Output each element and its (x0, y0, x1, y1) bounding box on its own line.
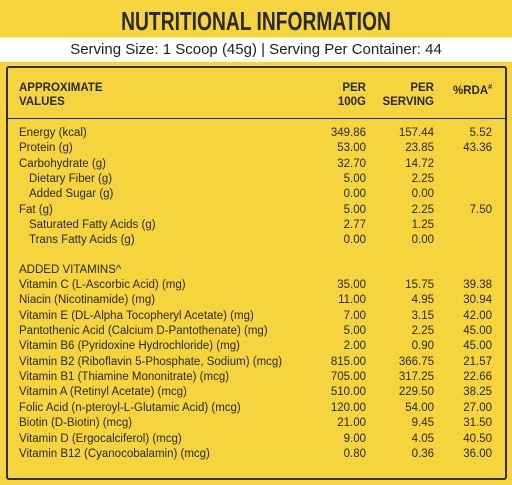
nutrient-value: 9.45 (411, 417, 434, 430)
nutrient-name: Energy (kcal) (19, 127, 87, 139)
nutrient-name: Vitamin A (Retinyl Acetate) (mcg) (19, 386, 187, 399)
nutrient-name: Dietary Fiber (g) (29, 173, 113, 186)
nutrient-value: 5.00 (343, 203, 366, 216)
nutrient-value: 9.00 (343, 432, 366, 445)
nutrient-value: 120.00 (330, 401, 366, 414)
nutrient-name: Vitamin D (Ergocalciferol) (mcg) (19, 432, 182, 445)
nutrient-value: 27.00 (463, 401, 492, 414)
header-cell: PER (410, 82, 434, 94)
nutrient-value: 510.00 (330, 386, 366, 399)
nutrient-value: 0.80 (343, 447, 366, 460)
nutrient-name: Vitamin C (L-Ascorbic Acid) (mg) (19, 279, 186, 291)
title: NUTRITIONAL INFORMATION (121, 6, 391, 36)
nutrient-name: Added Sugar (g) (29, 188, 114, 201)
nutrient-name: Trans Fatty Acids (g) (29, 234, 135, 247)
nutrient-value: 45.00 (463, 325, 492, 338)
nutrient-value: 11.00 (338, 294, 366, 307)
nutrient-value: 54.00 (405, 401, 434, 414)
nutrient-value: 815.00 (330, 355, 366, 368)
nutrient-name: Vitamin B12 (Cyanocobalamin) (mcg) (19, 447, 210, 460)
nutrient-value: 31.50 (463, 417, 492, 430)
nutrient-value: 5.00 (343, 173, 366, 186)
nutrient-value: 21.57 (463, 355, 492, 368)
nutrient-name: Biotin (D-Biotin) (mcg) (19, 417, 133, 430)
nutrient-value: 2.25 (411, 203, 434, 216)
nutrient-value: 4.05 (411, 432, 434, 445)
header-cell: %RDA# (452, 84, 492, 97)
nutrient-value: 53.00 (337, 142, 366, 155)
nutrient-name: Vitamin B2 (Riboflavin 5-Phosphate, Sodi… (19, 355, 283, 368)
nutrient-value: 15.75 (405, 279, 434, 291)
nutrient-value: 1.25 (411, 219, 434, 232)
section-heading: ADDED VITAMINS^ (19, 264, 122, 276)
nutrient-value: 42.00 (463, 309, 492, 322)
nutrient-value: 39.38 (463, 279, 492, 291)
nutrient-value: 2.25 (411, 173, 434, 186)
serving-info: Serving Size: 1 Scoop (45g) | Serving Pe… (0, 37, 512, 62)
nutrient-value: 317.25 (398, 371, 434, 384)
nutrient-name: Vitamin B1 (Thiamine Mononitrate) (mcg) (19, 371, 230, 384)
nutrient-value: 0.90 (411, 340, 434, 353)
nutrient-value: 2.77 (343, 219, 366, 232)
nutrient-value: 0.00 (411, 188, 434, 201)
header-sup: # (488, 84, 492, 91)
nutrient-value: 5.52 (469, 127, 492, 139)
nutrient-value: 21.00 (337, 417, 366, 430)
nutrient-value: 7.50 (469, 203, 492, 216)
header-cell: APPROXIMATE (19, 82, 103, 94)
nutrient-value: 157.44 (398, 127, 434, 139)
nutrient-value: 45.00 (463, 340, 492, 353)
nutrient-value: 2.25 (411, 325, 434, 338)
nutrient-name: Folic Acid (n-pteroyl-L-Glutamic Acid) (… (19, 401, 241, 414)
nutrient-value: 22.66 (463, 371, 492, 384)
nutrient-name: Carbohydrate (g) (19, 157, 106, 170)
nutrient-value: 349.86 (330, 127, 366, 139)
nutrient-value: 35.00 (337, 279, 366, 291)
nutrient-value: 366.75 (398, 355, 434, 368)
nutrient-value: 2.00 (343, 340, 366, 353)
nutrient-name: Niacin (Nicotinamide) (mg) (19, 294, 156, 307)
header-cell: SERVING (382, 96, 434, 108)
nutrient-value: 0.00 (343, 234, 366, 247)
nutrient-value: 4.95 (411, 294, 434, 307)
nutrient-value: 7.00 (343, 309, 366, 322)
header-cell: 100G (337, 96, 366, 108)
nutrient-name: Pantothenic Acid (Calcium D-Pantothenate… (19, 325, 268, 338)
nutrient-value: 0.00 (411, 234, 434, 247)
nutrient-name: Vitamin E (DL-Alpha Tocopheryl Acetate) … (19, 309, 254, 322)
nutrient-name: Protein (g) (19, 142, 73, 155)
nutrient-value: 38.25 (463, 386, 492, 399)
nutrient-value: 30.94 (463, 294, 492, 307)
nutrient-value: 229.50 (398, 386, 434, 399)
nutrient-name: Saturated Fatty Acids (g) (29, 219, 156, 232)
nutrient-value: 32.70 (337, 157, 366, 170)
nutrient-value: 43.36 (463, 142, 492, 155)
nutrient-value: 5.00 (343, 325, 366, 338)
header-rule (8, 118, 505, 119)
nutrient-value: 3.15 (411, 309, 434, 322)
table-border (6, 66, 507, 480)
nutrient-value: 23.85 (405, 142, 434, 155)
header-cell: VALUES (19, 96, 65, 108)
header-cell: PER (342, 82, 366, 94)
nutrient-value: 14.72 (405, 157, 434, 170)
nutrient-value: 40.50 (463, 432, 492, 445)
nutrient-name: Vitamin B6 (Pyridoxine Hydrochloride) (m… (19, 340, 240, 353)
nutrient-value: 36.00 (463, 447, 492, 460)
nutrient-value: 0.00 (343, 188, 366, 201)
nutrient-value: 0.36 (411, 447, 434, 460)
nutrient-value: 705.00 (330, 371, 366, 384)
nutrient-name: Fat (g) (19, 203, 53, 216)
